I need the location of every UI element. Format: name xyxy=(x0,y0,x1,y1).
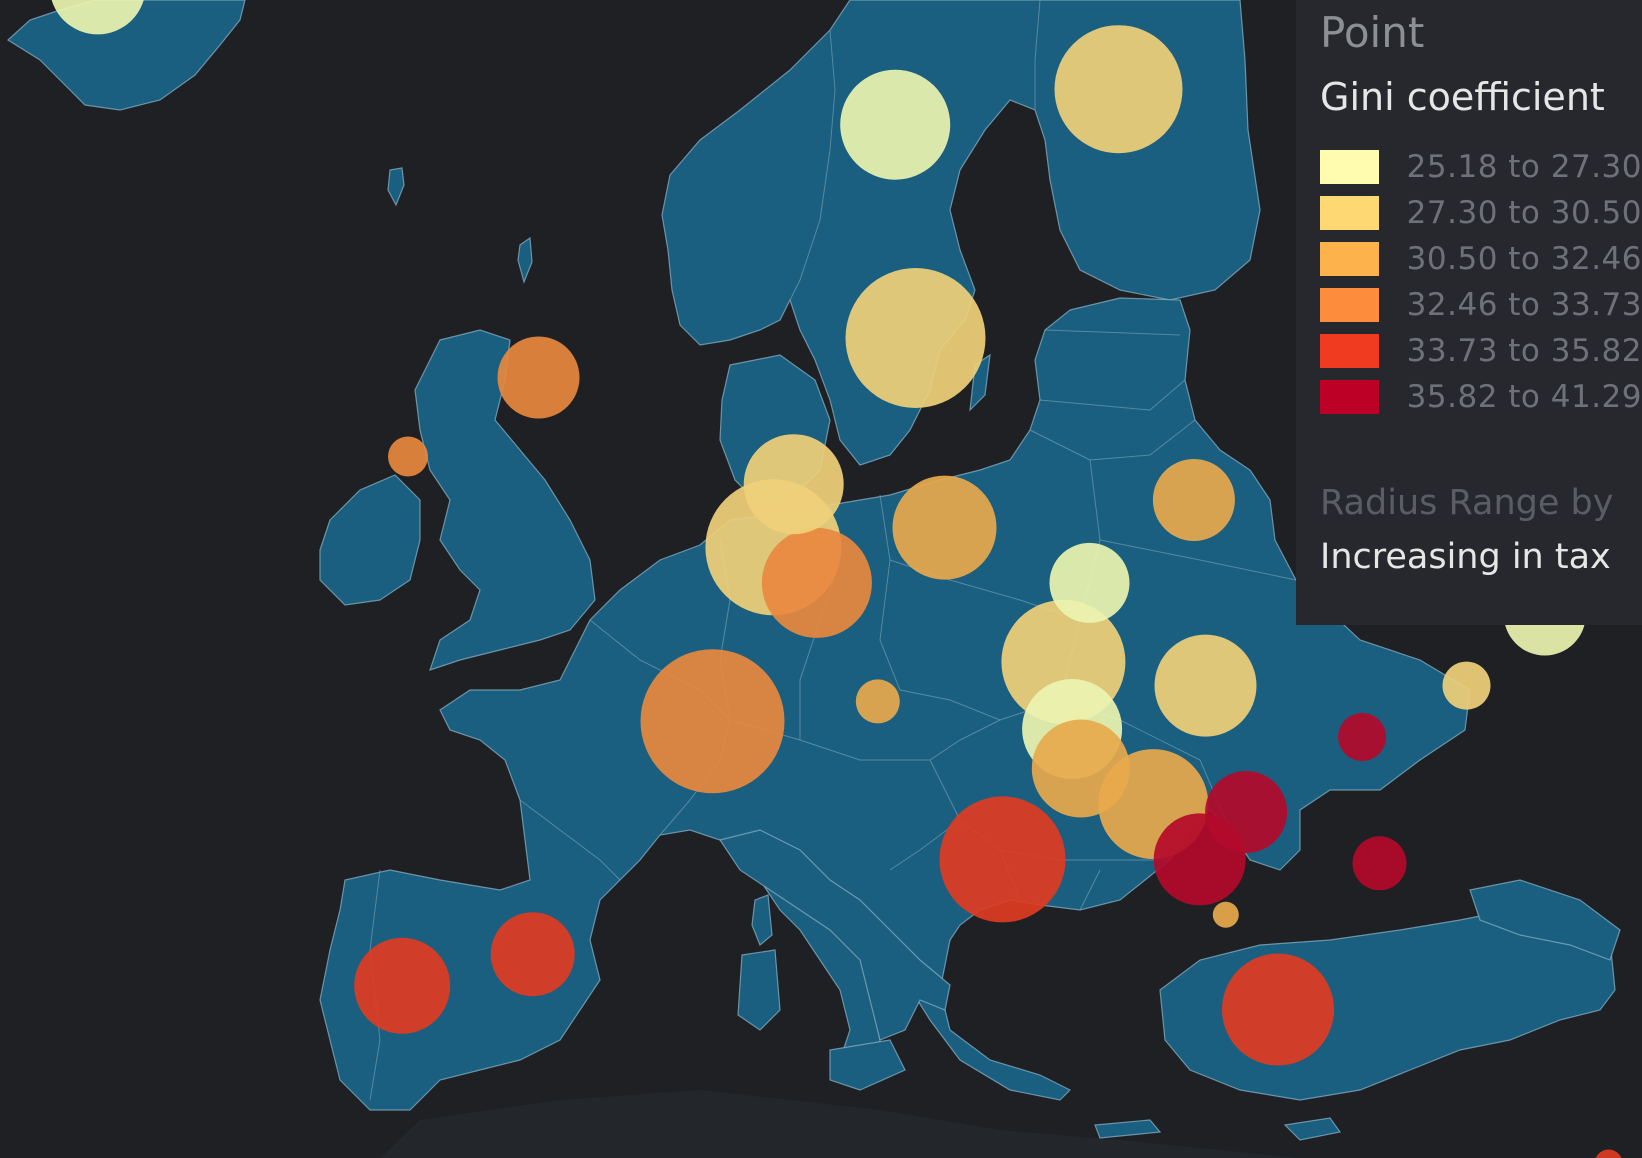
data-bubble[interactable] xyxy=(743,434,844,535)
radius-range-label: Radius Range by xyxy=(1320,483,1614,523)
data-bubble[interactable] xyxy=(1049,542,1130,623)
data-bubble[interactable] xyxy=(1595,1149,1623,1158)
radius-range-value[interactable]: Increasing in tax xyxy=(1320,537,1611,577)
faroe-land xyxy=(387,167,405,207)
shetland-land xyxy=(517,236,533,284)
legend-item: 25.18 to 27.30 xyxy=(1320,144,1642,190)
north-africa-land xyxy=(380,1090,1300,1158)
legend-range-label: 30.50 to 32.46 xyxy=(1406,241,1642,277)
data-bubble[interactable] xyxy=(490,912,575,997)
legend-items: 25.18 to 27.30 27.30 to 30.50 30.50 to 3… xyxy=(1320,144,1642,420)
data-bubble[interactable] xyxy=(1212,901,1239,928)
data-bubble[interactable] xyxy=(1054,25,1183,154)
sardinia-land xyxy=(737,949,781,1031)
data-bubble[interactable] xyxy=(1152,459,1235,541)
data-bubble[interactable] xyxy=(845,268,986,408)
data-bubble[interactable] xyxy=(855,679,900,724)
legend-range-label: 27.30 to 30.50 xyxy=(1406,195,1642,231)
data-bubble[interactable] xyxy=(1205,771,1288,853)
legend-item: 35.82 to 41.29 xyxy=(1320,374,1642,420)
legend-item: 33.73 to 35.82 xyxy=(1320,328,1642,374)
data-bubble[interactable] xyxy=(1154,634,1257,737)
legend-swatch xyxy=(1320,380,1379,414)
data-bubble[interactable] xyxy=(1338,713,1387,761)
data-bubble[interactable] xyxy=(388,436,428,477)
data-bubble[interactable] xyxy=(892,475,997,580)
crete-land xyxy=(1094,1119,1162,1139)
legend-item: 30.50 to 32.46 xyxy=(1320,236,1642,282)
legend-range-label: 32.46 to 33.73 xyxy=(1406,287,1642,323)
legend-swatch xyxy=(1320,150,1379,184)
legend-item: 27.30 to 30.50 xyxy=(1320,190,1642,236)
legend-panel: Point Gini coefficient 25.18 to 27.30 27… xyxy=(1296,0,1642,625)
data-bubble[interactable] xyxy=(939,796,1066,923)
data-bubble[interactable] xyxy=(1442,661,1491,710)
italy-land xyxy=(719,829,951,1041)
legend-title: Point xyxy=(1320,8,1425,57)
sweden-finland-border xyxy=(1034,0,1041,110)
ireland-land xyxy=(319,474,421,606)
legend-subtitle: Gini coefficient xyxy=(1320,75,1605,119)
data-bubble[interactable] xyxy=(497,336,580,419)
data-bubble[interactable] xyxy=(1031,719,1130,818)
data-bubble[interactable] xyxy=(50,0,146,35)
legend-range-label: 35.82 to 41.29 xyxy=(1406,379,1642,415)
legend-item: 32.46 to 33.73 xyxy=(1320,282,1642,328)
cyprus-land xyxy=(1283,1117,1342,1141)
data-bubble[interactable] xyxy=(1222,953,1334,1066)
caucasus-land xyxy=(1469,879,1621,961)
corsica-land xyxy=(751,894,773,946)
legend-range-label: 25.18 to 27.30 xyxy=(1406,149,1642,185)
great-britain-land xyxy=(414,329,596,671)
data-bubble[interactable] xyxy=(761,527,872,638)
bubble-layer xyxy=(50,0,1623,1158)
data-bubble[interactable] xyxy=(840,69,951,180)
data-bubble[interactable] xyxy=(1352,836,1407,891)
legend-swatch xyxy=(1320,288,1379,322)
legend-swatch xyxy=(1320,242,1379,276)
data-bubble[interactable] xyxy=(354,937,451,1034)
sicily-land xyxy=(829,1039,906,1091)
data-bubble[interactable] xyxy=(640,649,785,794)
legend-swatch xyxy=(1320,334,1379,368)
norway-sweden-border xyxy=(789,29,836,301)
legend-range-label: 33.73 to 35.82 xyxy=(1406,333,1642,369)
legend-swatch xyxy=(1320,196,1379,230)
